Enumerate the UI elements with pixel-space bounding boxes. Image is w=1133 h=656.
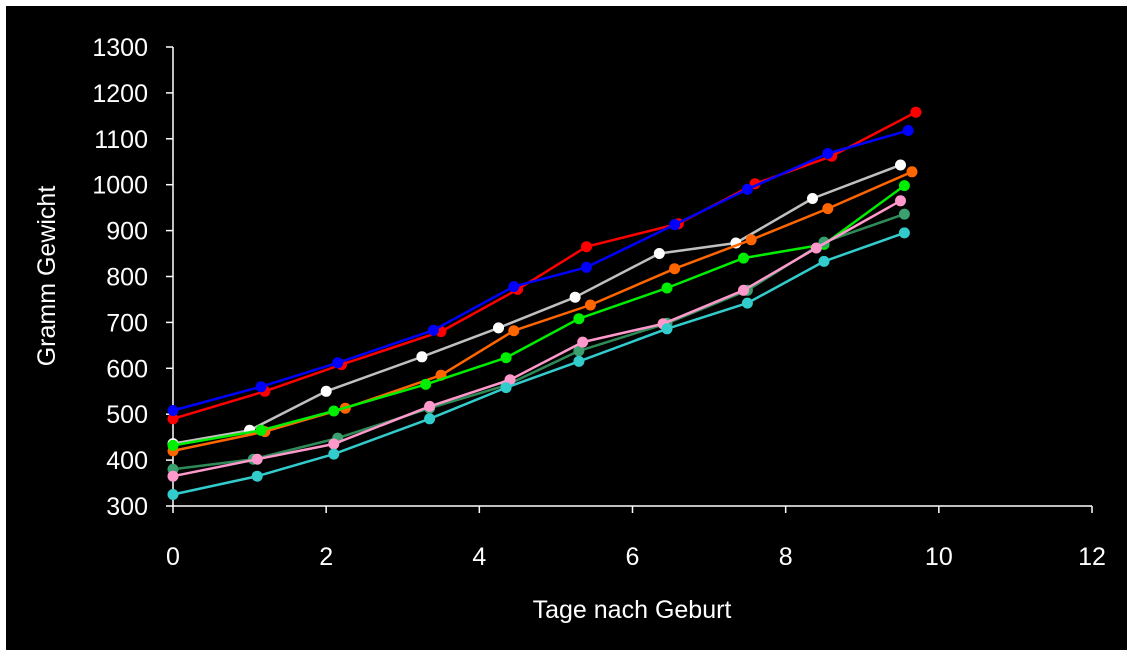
data-point xyxy=(569,291,581,303)
data-point xyxy=(738,252,749,264)
data-point xyxy=(424,413,436,425)
y-tick-label: 1300 xyxy=(92,34,148,62)
y-tick-label: 900 xyxy=(106,218,148,246)
data-point xyxy=(577,336,589,348)
y-tick-label: 1100 xyxy=(94,126,148,154)
data-point xyxy=(167,439,179,451)
series-line xyxy=(172,163,901,445)
series-7 xyxy=(167,195,906,482)
x-tick-label: 2 xyxy=(319,543,333,571)
y-tick-label: 500 xyxy=(106,401,148,429)
data-point xyxy=(738,284,749,296)
series-line xyxy=(172,199,902,478)
data-point xyxy=(661,282,673,294)
y-tick-label: 700 xyxy=(106,309,148,337)
data-point xyxy=(822,148,834,159)
x-tick-label: 0 xyxy=(166,543,180,571)
data-point xyxy=(902,125,914,136)
data-point xyxy=(653,248,665,259)
data-point xyxy=(895,159,906,171)
y-tick-label: 400 xyxy=(106,447,148,475)
series-2 xyxy=(167,125,914,416)
data-point xyxy=(669,219,681,231)
data-point xyxy=(573,355,585,367)
data-point xyxy=(328,448,340,460)
series-line xyxy=(172,212,905,471)
data-point xyxy=(328,438,340,450)
data-point xyxy=(898,180,910,192)
data-point xyxy=(255,424,267,436)
data-point xyxy=(741,183,753,195)
data-point xyxy=(251,453,263,465)
data-point xyxy=(898,227,910,239)
data-point xyxy=(573,345,585,357)
data-point xyxy=(167,489,179,500)
y-tick-label: 600 xyxy=(106,355,148,383)
x-tick-label: 6 xyxy=(626,543,640,571)
x-tick-label: 10 xyxy=(925,543,953,571)
data-point xyxy=(251,470,263,482)
data-point xyxy=(500,382,512,394)
x-tick-label: 4 xyxy=(472,543,486,571)
data-point xyxy=(661,323,673,335)
data-point xyxy=(328,405,340,417)
y-tick-label: 800 xyxy=(106,264,148,292)
data-point xyxy=(427,324,439,336)
chart-frame xyxy=(6,6,1127,650)
data-point xyxy=(910,106,922,118)
series-3 xyxy=(167,159,906,450)
data-point xyxy=(508,325,520,337)
x-tick-label: 8 xyxy=(779,543,793,571)
data-point xyxy=(493,322,504,334)
data-point xyxy=(508,281,520,293)
data-point xyxy=(424,400,436,412)
data-point xyxy=(420,378,432,390)
data-point xyxy=(810,242,822,254)
axes: 300 400 500 600 700 800 900 1000 1100 1200 1300 0 2 4… xyxy=(92,34,1106,571)
data-point xyxy=(807,193,818,204)
data-point xyxy=(745,234,757,246)
series-8 xyxy=(167,227,910,500)
x-tick-label: 12 xyxy=(1078,543,1106,571)
data-point xyxy=(573,313,585,325)
data-point xyxy=(500,352,512,364)
y-axis-title: Gramm Gewicht xyxy=(33,186,61,367)
y-tick-label: 1200 xyxy=(92,80,148,108)
data-point xyxy=(581,261,592,273)
x-axis-title: Tage nach Geburt xyxy=(533,596,732,624)
data-point xyxy=(818,255,830,267)
data-point xyxy=(167,413,179,425)
data-point xyxy=(669,263,681,275)
y-tick-label: 1000 xyxy=(92,172,148,200)
series-1 xyxy=(167,106,922,425)
data-point xyxy=(822,203,834,215)
series-line xyxy=(172,231,905,496)
series-line xyxy=(172,129,909,412)
data-point xyxy=(167,470,179,482)
data-point xyxy=(906,166,918,178)
data-point xyxy=(895,195,906,207)
data-point xyxy=(167,405,179,416)
data-point xyxy=(584,299,596,311)
series-line xyxy=(172,184,906,447)
data-point xyxy=(416,351,428,363)
data-point xyxy=(581,241,592,253)
data-point xyxy=(255,381,267,393)
series-layer xyxy=(167,106,922,500)
data-point xyxy=(320,385,332,397)
y-tick-label: 300 xyxy=(106,493,148,521)
data-point xyxy=(898,208,910,220)
data-point xyxy=(741,297,753,309)
data-point xyxy=(332,357,344,369)
